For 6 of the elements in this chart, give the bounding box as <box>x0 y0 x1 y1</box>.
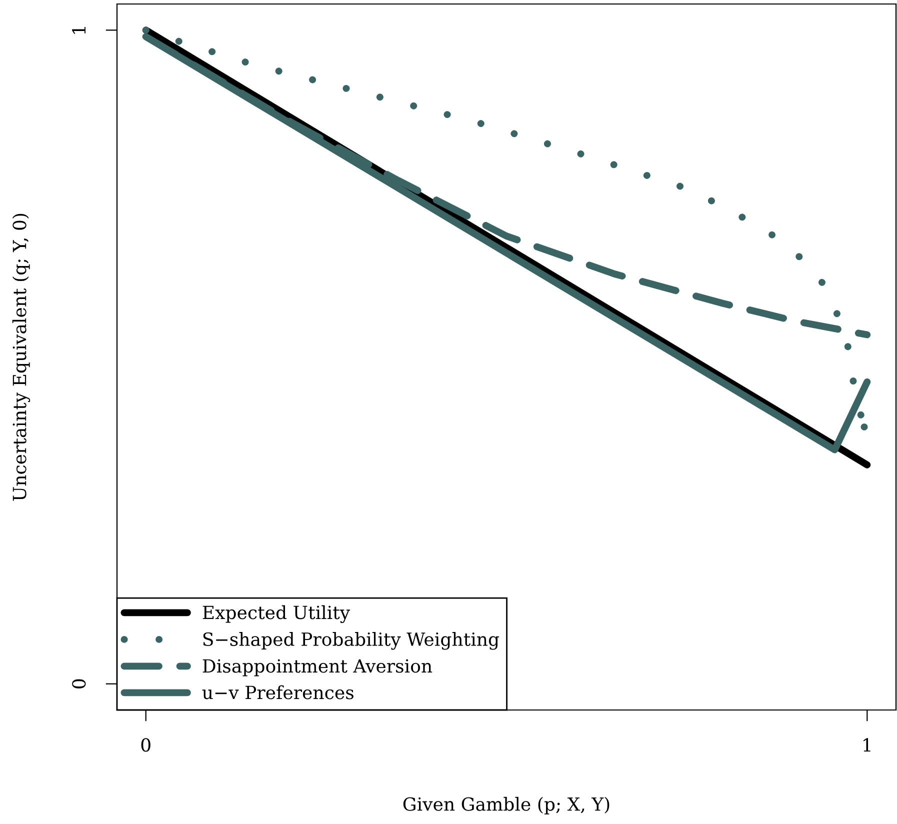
legend-label: S−shaped Probability Weighting <box>203 632 500 650</box>
legend-label: Disappointment Aversion <box>202 659 432 676</box>
legend-label: Expected Utility <box>202 605 350 624</box>
x-axis-title: Given Gamble (p; X, Y) <box>403 796 610 814</box>
legend-label: u−v Preferences <box>202 685 354 700</box>
y-axis-title: Uncertainty Equivalent (q; Y, 0) <box>12 214 30 501</box>
